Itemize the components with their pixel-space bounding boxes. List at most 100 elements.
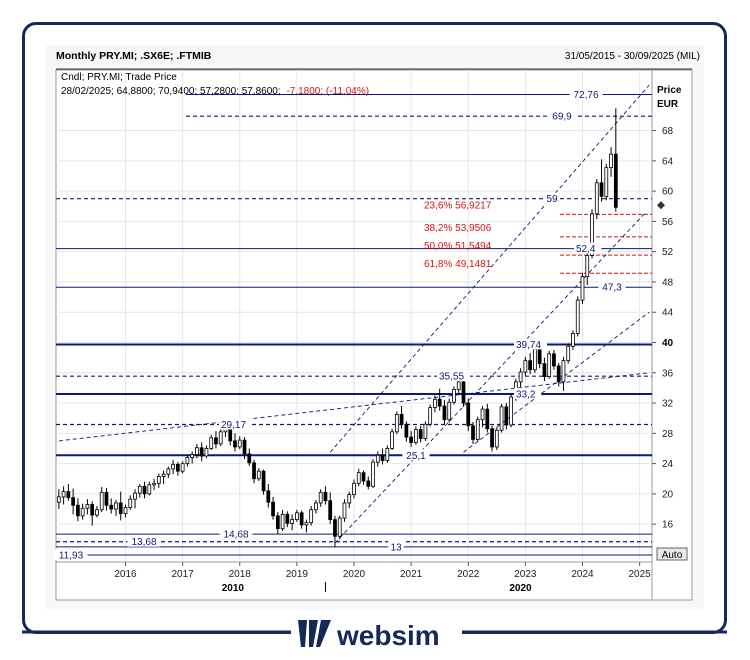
candle-body xyxy=(299,512,304,526)
candle-body xyxy=(509,396,513,426)
candle-body xyxy=(485,408,490,430)
candle xyxy=(118,491,123,521)
candle xyxy=(275,512,280,535)
candle-body xyxy=(356,472,361,484)
candle xyxy=(190,451,195,464)
candle-body xyxy=(371,461,375,487)
candle-body xyxy=(95,509,99,516)
gridlines xyxy=(56,70,653,600)
candle-body xyxy=(171,463,175,470)
candle xyxy=(613,108,618,212)
plot-area-frame xyxy=(55,69,693,601)
candle-body xyxy=(571,333,575,347)
candle-body xyxy=(594,182,599,215)
candle-body xyxy=(242,439,247,455)
legend-change: -7,1800; (-11,04%) xyxy=(286,86,369,97)
candle-body xyxy=(533,348,537,371)
candle xyxy=(152,478,156,491)
level-label: 14,68 xyxy=(223,530,248,541)
candle xyxy=(256,468,261,482)
candle-body xyxy=(580,276,585,301)
candle xyxy=(128,495,133,510)
y-tick-label: 40 xyxy=(662,338,674,349)
candle-body xyxy=(414,429,418,443)
candle-body xyxy=(90,504,95,516)
candle-body xyxy=(418,429,423,440)
candle xyxy=(247,448,252,466)
candle xyxy=(604,163,609,201)
candle-body xyxy=(471,425,475,440)
candle xyxy=(109,498,114,514)
candle-body xyxy=(133,492,137,500)
candle xyxy=(99,487,104,513)
candle-body xyxy=(204,448,209,457)
candle xyxy=(333,515,337,547)
candle xyxy=(394,411,399,435)
candle xyxy=(504,403,509,430)
candle-body xyxy=(66,491,71,499)
candle xyxy=(390,428,394,450)
candle xyxy=(566,343,571,364)
candle xyxy=(361,470,366,485)
candle xyxy=(371,459,375,488)
level-label-bg xyxy=(388,540,404,552)
candle-body xyxy=(199,447,204,457)
candle xyxy=(285,511,290,528)
candle-body xyxy=(552,353,556,367)
candle xyxy=(85,499,90,515)
y-tick-label: 60 xyxy=(662,187,674,198)
candle-body xyxy=(214,437,218,445)
websim-logo: websim xyxy=(0,615,750,655)
decade-label-2010: 2010 xyxy=(222,583,245,594)
candles xyxy=(56,108,618,547)
price-chart[interactable]: Monthly PRY.MI; .SX6E; .FTMIB 31/05/2015… xyxy=(46,45,704,610)
level-label-bg xyxy=(544,192,560,204)
candle-body xyxy=(247,453,252,464)
level-label-bg xyxy=(574,242,602,254)
level-label-bg xyxy=(219,528,253,540)
candle-body xyxy=(161,473,166,477)
y-axis: 16 20 24 28 32 36 40 44 48 52 56 60 64 68 xyxy=(652,126,674,531)
candle-body xyxy=(290,519,294,524)
candle-body xyxy=(609,153,613,169)
candle-body xyxy=(180,463,185,472)
level-label: 13 xyxy=(390,542,402,553)
candle-body xyxy=(337,517,342,537)
candle xyxy=(461,379,466,407)
candle xyxy=(71,488,76,515)
candle-body xyxy=(442,405,447,421)
candle xyxy=(414,426,418,445)
auto-button[interactable]: Auto xyxy=(656,547,688,561)
candle-body xyxy=(285,513,290,524)
candle-body xyxy=(275,515,280,530)
candle xyxy=(409,431,414,447)
x-tick-label: 2019 xyxy=(286,569,309,580)
candle-body xyxy=(266,490,271,503)
auto-button-label[interactable]: Auto xyxy=(662,550,683,561)
candle xyxy=(485,403,490,433)
candle xyxy=(261,469,266,495)
candle-body xyxy=(104,491,109,506)
y-tick-label: 56 xyxy=(662,217,674,228)
candle xyxy=(175,462,180,476)
candle xyxy=(171,459,175,475)
level-label-bg xyxy=(402,449,430,461)
level-label-bg xyxy=(514,338,547,350)
trendlines xyxy=(58,84,650,544)
candle xyxy=(342,499,347,522)
legend-series: Cndl; PRY.MI; Trade Price xyxy=(61,72,177,83)
level-label-bg xyxy=(569,88,603,100)
candle-body xyxy=(109,504,114,510)
candle-body xyxy=(252,462,256,480)
candle-body xyxy=(385,448,390,461)
candle-body xyxy=(175,463,180,472)
candle-body xyxy=(452,389,456,403)
candle xyxy=(299,510,304,529)
legend-ohlc-values: 28/02/2025; 64,8800; 70,9400; 57,2800; 5… xyxy=(61,86,281,97)
websim-w-icon xyxy=(298,620,331,647)
candle xyxy=(428,404,433,427)
candle-body xyxy=(209,437,214,449)
candle xyxy=(352,479,356,499)
candle-body xyxy=(409,436,414,443)
currency-label: EUR xyxy=(657,99,679,110)
